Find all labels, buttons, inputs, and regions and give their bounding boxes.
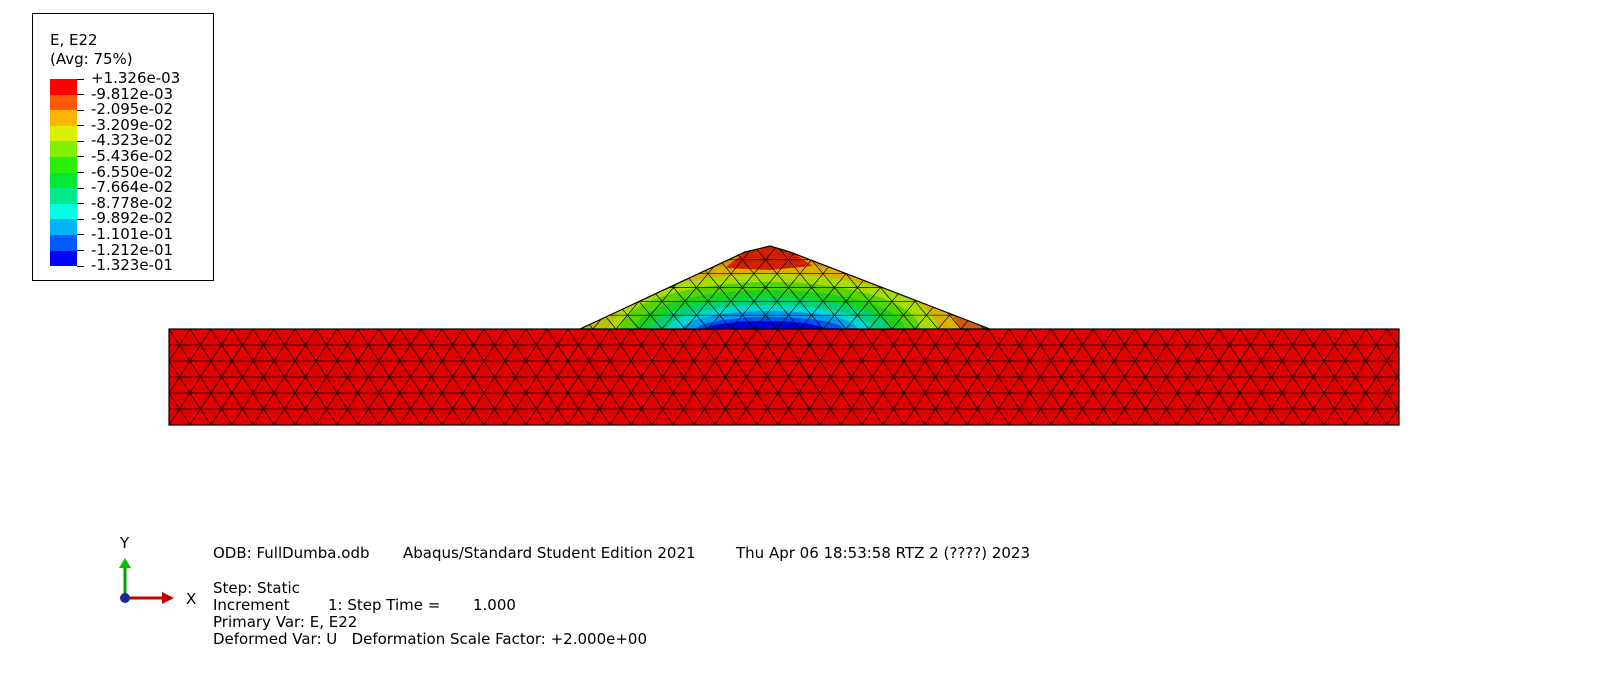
z-axis-dot xyxy=(120,593,130,603)
primary-var-label: Primary Var: E, E22 xyxy=(213,613,358,631)
legend-tick-label: -6.550e-02 xyxy=(91,162,174,181)
x-arrow-head xyxy=(162,592,174,604)
legend-tick-label: -1.212e-01 xyxy=(91,240,174,259)
embankment-part xyxy=(579,245,991,330)
legend-tick: -1.212e-01 xyxy=(76,240,174,259)
legend-tick-label: -7.664e-02 xyxy=(91,178,174,197)
edition-label: Abaqus/Standard Student Edition 2021 xyxy=(403,544,696,562)
legend-tick-label: -5.436e-02 xyxy=(91,146,174,165)
legend-swatch xyxy=(50,172,77,189)
legend-tick: -6.550e-02 xyxy=(76,162,174,181)
legend-tick: -5.436e-02 xyxy=(76,146,174,165)
increment-value: 1: Step Time = xyxy=(328,596,441,614)
foundation-mesh xyxy=(169,329,1399,425)
legend-swatch xyxy=(50,141,77,157)
legend-tick: -9.812e-03 xyxy=(76,84,174,103)
legend-tick-label: -2.095e-02 xyxy=(91,100,174,119)
legend-tick: -2.095e-02 xyxy=(76,100,174,119)
legend-swatch xyxy=(50,250,77,267)
increment-label: Increment xyxy=(213,596,290,614)
legend-title: E, E22 xyxy=(50,31,98,49)
mesh-edges xyxy=(169,329,1399,425)
legend-tick: -4.323e-02 xyxy=(76,131,174,150)
legend-swatch xyxy=(50,79,77,95)
x-axis-label: X xyxy=(186,590,196,608)
legend-tick: -9.892e-02 xyxy=(76,209,174,228)
legend-swatch xyxy=(50,156,77,173)
legend-swatch xyxy=(50,125,77,142)
legend-subtitle: (Avg: 75%) xyxy=(50,50,133,68)
contour-legend: E, E22 (Avg: 75%) +1.326e-03 -9.812e-03 -2… xyxy=(32,13,214,281)
deformed-var-label: Deformed Var: U Deformation Scale Factor… xyxy=(213,630,648,648)
legend-swatch xyxy=(50,188,77,204)
embankment-outline xyxy=(579,245,991,330)
legend-tick-label: +1.326e-03 xyxy=(91,69,181,87)
legend-tick: -8.778e-02 xyxy=(76,193,174,212)
legend-tick-label: -8.778e-02 xyxy=(91,193,174,212)
legend-tick: -3.209e-02 xyxy=(76,115,174,134)
legend-tick-label: -1.101e-01 xyxy=(91,224,174,243)
legend-swatch xyxy=(50,94,77,111)
step-label: Step: Static xyxy=(213,579,300,597)
step-time-value: 1.000 xyxy=(473,596,516,614)
legend-tick-label: -3.209e-02 xyxy=(91,115,174,134)
y-arrow-head xyxy=(119,558,131,568)
legend-tick: -7.664e-02 xyxy=(76,178,174,197)
legend-tick-label: -9.812e-03 xyxy=(91,84,174,103)
legend-tick: +1.326e-03 xyxy=(76,70,180,87)
axis-triad: Y X xyxy=(119,534,196,608)
legend-swatch xyxy=(50,234,77,251)
legend-tick: -1.323e-01 xyxy=(76,256,174,275)
legend-swatch xyxy=(50,219,77,235)
y-axis-label: Y xyxy=(119,534,130,552)
foundation-part xyxy=(168,328,1400,426)
legend-tick-labels: +1.326e-03 -9.812e-03 -2.095e-02 -3.209e-02… xyxy=(76,70,180,275)
odb-name: ODB: FullDumba.odb xyxy=(213,544,370,562)
timestamp-label: Thu Apr 06 18:53:58 RTZ 2 (????) 2023 xyxy=(736,544,1030,562)
legend-color-bar xyxy=(50,79,77,267)
legend-tick-label: -4.323e-02 xyxy=(91,131,174,150)
legend-swatch xyxy=(50,203,77,220)
legend-tick-label: -1.323e-01 xyxy=(91,256,174,275)
legend-swatch xyxy=(50,110,77,126)
legend-tick-label: -9.892e-02 xyxy=(91,209,174,228)
legend-tick: -1.101e-01 xyxy=(76,224,174,243)
